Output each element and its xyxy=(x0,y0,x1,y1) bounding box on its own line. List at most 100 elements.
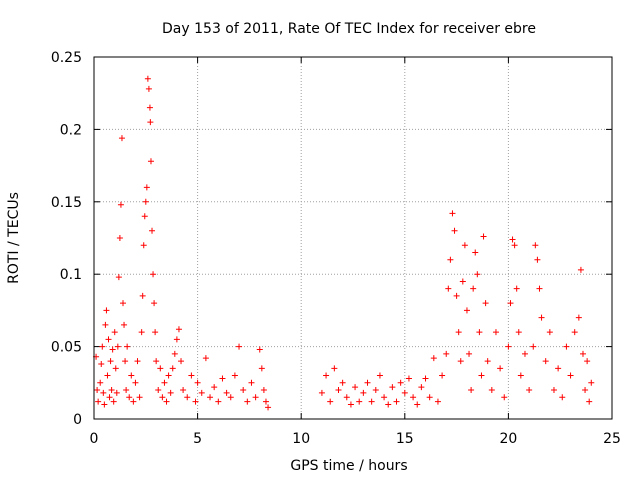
data-point xyxy=(165,372,172,379)
data-point xyxy=(108,387,115,394)
data-point xyxy=(211,384,218,391)
data-point xyxy=(188,372,195,379)
data-point xyxy=(563,343,570,350)
data-point xyxy=(418,384,425,391)
y-axis-label: ROTI / TECUs xyxy=(6,192,22,284)
data-point xyxy=(434,398,441,405)
data-point xyxy=(474,271,481,278)
x-tick-label: 15 xyxy=(396,431,414,447)
data-point xyxy=(227,394,234,401)
data-point xyxy=(571,329,578,336)
data-point xyxy=(470,285,477,292)
data-point xyxy=(385,401,392,408)
data-point xyxy=(511,242,518,249)
data-point xyxy=(318,389,325,396)
data-point xyxy=(163,398,170,405)
data-point xyxy=(492,329,499,336)
data-point xyxy=(171,350,178,357)
data-point xyxy=(478,372,485,379)
data-point xyxy=(219,375,226,382)
data-point xyxy=(509,236,516,243)
data-point xyxy=(169,365,176,372)
data-point xyxy=(240,387,247,394)
x-tick-label: 0 xyxy=(90,431,99,447)
data-point xyxy=(198,389,205,396)
data-point xyxy=(507,300,514,307)
data-point xyxy=(105,336,112,343)
data-point xyxy=(414,401,421,408)
data-point xyxy=(94,387,101,394)
data-point xyxy=(480,233,487,240)
data-point xyxy=(567,372,574,379)
data-point xyxy=(167,389,174,396)
data-point xyxy=(451,227,458,234)
y-tick-label: 0.15 xyxy=(51,195,82,211)
data-point xyxy=(107,358,114,365)
data-point xyxy=(579,350,586,357)
data-point xyxy=(536,285,543,292)
data-point xyxy=(147,119,154,126)
data-point xyxy=(323,372,330,379)
data-point xyxy=(159,394,166,401)
data-point xyxy=(463,307,470,314)
data-point xyxy=(455,329,462,336)
data-point xyxy=(559,394,566,401)
data-point xyxy=(99,343,106,350)
data-point xyxy=(555,365,562,372)
data-point xyxy=(466,350,473,357)
data-point xyxy=(114,343,121,350)
data-point xyxy=(97,379,104,386)
data-point xyxy=(542,358,549,365)
data-point xyxy=(368,398,375,405)
data-point xyxy=(153,358,160,365)
data-point xyxy=(586,398,593,405)
y-tick-label: 0.25 xyxy=(51,50,82,66)
data-point xyxy=(461,242,468,249)
data-point xyxy=(488,387,495,394)
y-tick-label: 0.05 xyxy=(51,340,82,356)
data-point xyxy=(120,300,127,307)
data-point xyxy=(482,300,489,307)
data-point xyxy=(584,358,591,365)
data-point xyxy=(410,394,417,401)
data-point xyxy=(472,249,479,256)
data-point xyxy=(215,398,222,405)
data-point xyxy=(443,350,450,357)
data-point xyxy=(147,158,154,165)
data-point xyxy=(111,329,118,336)
data-point xyxy=(397,379,404,386)
data-point xyxy=(98,360,105,367)
data-point xyxy=(106,394,113,401)
data-point xyxy=(102,321,109,328)
data-point xyxy=(184,394,191,401)
x-tick-label: 25 xyxy=(603,431,621,447)
data-point xyxy=(501,394,508,401)
data-point xyxy=(331,365,338,372)
data-point xyxy=(143,184,150,191)
data-point xyxy=(577,266,584,273)
data-point xyxy=(430,355,437,362)
data-point xyxy=(521,350,528,357)
data-point xyxy=(124,343,131,350)
data-point xyxy=(192,398,199,405)
data-point xyxy=(130,398,137,405)
grid-lines xyxy=(94,57,612,419)
data-point xyxy=(152,329,159,336)
y-tick-label: 0 xyxy=(73,412,82,428)
data-point xyxy=(550,387,557,394)
data-point xyxy=(534,256,541,263)
data-point xyxy=(530,343,537,350)
plot-frame xyxy=(93,56,613,420)
data-point xyxy=(248,379,255,386)
data-point xyxy=(445,285,452,292)
data-point xyxy=(484,358,491,365)
data-point xyxy=(405,375,412,382)
data-point xyxy=(343,394,350,401)
data-point xyxy=(126,394,133,401)
data-point xyxy=(372,387,379,394)
data-point xyxy=(121,321,128,328)
data-point xyxy=(109,346,116,353)
data-point xyxy=(381,394,388,401)
data-point xyxy=(223,389,230,396)
